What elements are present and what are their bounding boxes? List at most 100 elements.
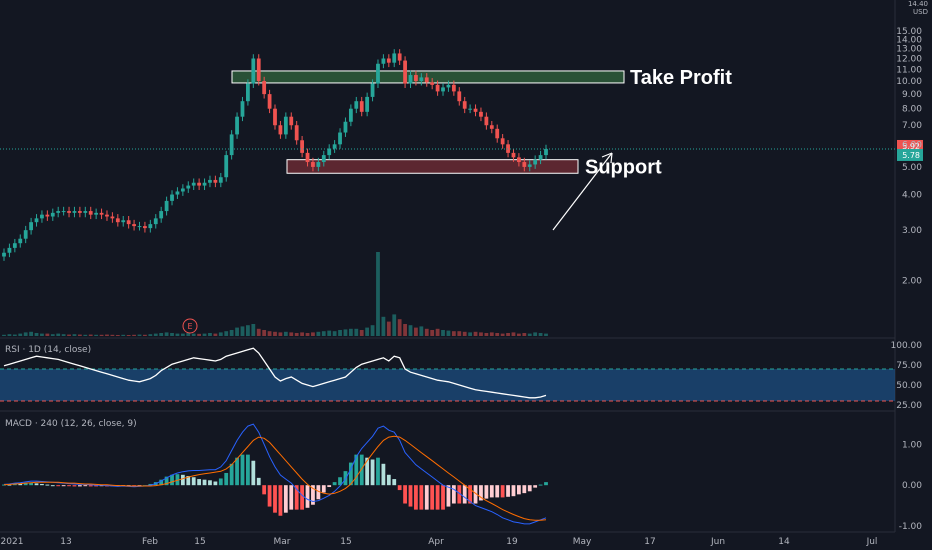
volume-bar [376, 252, 380, 336]
volume-bar [392, 314, 397, 336]
volume-bar [23, 332, 28, 336]
macd-histogram-bar [283, 485, 288, 513]
rsi-tick-label: 100.00 [891, 341, 923, 351]
volume-bar [305, 333, 310, 336]
volume-bar [495, 333, 500, 336]
candle [105, 214, 109, 217]
macd-histogram-bar [354, 454, 359, 486]
volume-bar [365, 327, 370, 336]
candle [148, 224, 153, 229]
candle [191, 182, 196, 186]
price-tick-label: 9.00 [902, 90, 922, 100]
candle [311, 162, 315, 167]
candle [18, 238, 23, 244]
volume-bar [446, 330, 451, 336]
candle [45, 214, 50, 217]
earnings-marker[interactable] [182, 318, 198, 334]
price-pane[interactable]: Take Profit Support E 5.925.78 [0, 49, 923, 336]
macd-histogram-bar [2, 484, 6, 486]
macd-histogram-bar [479, 485, 483, 501]
rsi-tick-label: 75.00 [896, 361, 922, 371]
take-profit-label: Take Profit [630, 67, 732, 89]
macd-line[interactable] [3, 423, 547, 525]
target-arrow [552, 152, 613, 231]
macd-histogram-bar [430, 485, 435, 510]
macd-histogram-bar [240, 454, 245, 486]
rsi-line[interactable] [3, 347, 547, 399]
volume-bar [533, 332, 538, 336]
macd-histogram-bar [170, 474, 174, 486]
macd-histogram-bar [67, 485, 71, 487]
macd-histogram-bar [256, 477, 261, 486]
macd-histogram-bar [208, 480, 212, 486]
macd-histogram-bar [175, 474, 180, 486]
volume-bar [164, 332, 169, 336]
volume-bar [289, 332, 294, 336]
volume-bar [419, 326, 424, 336]
candle [294, 125, 299, 141]
volume-bar [500, 333, 505, 336]
candle [197, 182, 202, 186]
candle [533, 159, 538, 165]
candle [175, 191, 180, 195]
candle [218, 177, 223, 183]
macd-histogram-bar [40, 483, 44, 486]
macd-histogram-bar [327, 485, 332, 488]
time-tick-label: 17 [644, 537, 655, 547]
signal-line[interactable] [3, 435, 547, 521]
volume-bar [180, 333, 185, 336]
macd-histogram-bar [278, 485, 283, 516]
candle [289, 116, 294, 126]
candle [208, 179, 212, 183]
candle [457, 91, 462, 102]
candle [77, 211, 82, 213]
macd-histogram-bar [495, 485, 500, 498]
candle [180, 188, 185, 192]
macd-histogram-bar [408, 485, 413, 507]
macd-histogram-bar [77, 485, 82, 487]
volume-bar [115, 335, 120, 336]
volume-bar [7, 334, 12, 336]
candle [300, 140, 304, 153]
macd-histogram-bar [414, 485, 418, 510]
time-tick-label: 13 [60, 537, 71, 547]
macd-histogram-bar [506, 485, 510, 497]
volume-bar [441, 330, 445, 336]
macd-histogram-bar [462, 485, 467, 504]
macd-histogram-bar [544, 482, 548, 486]
candle [332, 144, 337, 149]
macd-histogram-bar [527, 485, 532, 492]
volume-bar [132, 334, 136, 336]
volume-bar [191, 333, 196, 336]
candle [538, 155, 543, 160]
macd-histogram-bar [294, 485, 299, 510]
support-zone[interactable] [286, 159, 579, 174]
volume-bar [311, 332, 315, 336]
volume-bar [517, 333, 521, 336]
rsi-pane[interactable] [0, 347, 895, 402]
macd-histogram-bar [148, 483, 153, 486]
candle [495, 128, 500, 139]
candle [511, 152, 516, 158]
volume-bar [18, 333, 23, 336]
volume-bar [527, 333, 532, 336]
macd-pane-label: MACD · 240 (12, 26, close, 9) [5, 419, 137, 429]
candle [414, 75, 418, 82]
candle [12, 243, 17, 248]
price-tick-label: 4.00 [902, 191, 922, 201]
candle [435, 84, 440, 92]
take-profit-zone[interactable] [231, 70, 625, 84]
candle [376, 63, 380, 84]
macd-histogram-bar [533, 485, 538, 488]
macd-histogram-bar [202, 479, 207, 486]
candle [34, 218, 39, 223]
macd-pane[interactable] [2, 423, 548, 525]
macd-histogram-bar [403, 485, 407, 504]
time-tick-label: 14 [778, 537, 790, 547]
volume-bar [29, 331, 33, 336]
volume-bar [99, 334, 104, 336]
volume-bar [50, 334, 55, 336]
time-tick-label: Apr [428, 537, 444, 547]
